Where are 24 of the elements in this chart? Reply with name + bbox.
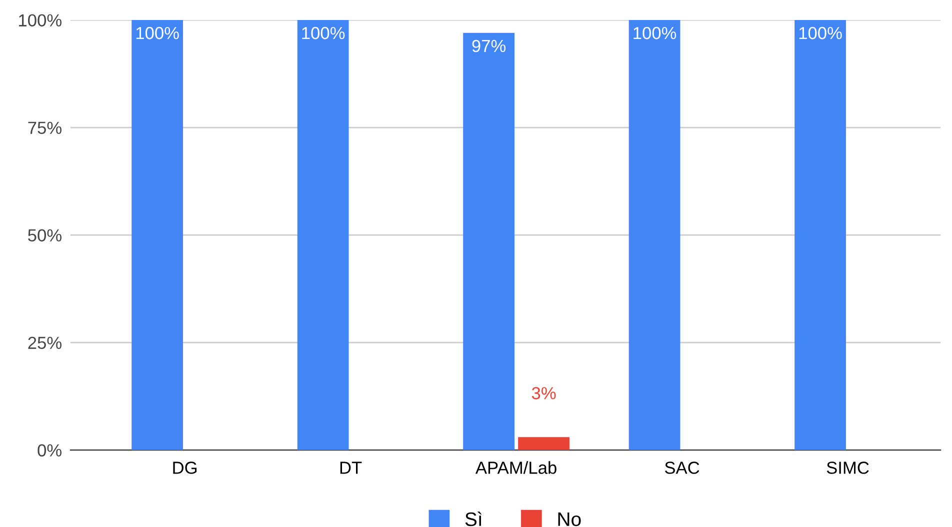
y-tick-label: 0% [38,444,62,457]
x-tick-label: SIMC [826,462,869,474]
bar [628,20,680,450]
bar [132,20,184,450]
data-label: 100% [799,26,842,40]
x-tick-label: APAM/Lab [475,461,556,474]
data-label: 100% [136,26,179,40]
bar [518,437,570,450]
legend-label: No [558,512,581,526]
data-label: 100% [302,26,345,40]
data-label: 3% [532,387,556,400]
y-tick-label: 50% [28,229,62,242]
x-tick-label: DT [340,462,362,474]
bar [297,20,349,450]
data-label: 100% [634,26,676,40]
bar [794,20,846,450]
data-label: 97% [472,40,506,52]
bar [463,32,514,450]
x-tick-label: SAC [664,462,700,474]
y-tick-label: 100% [19,14,62,26]
y-tick-label: 75% [28,122,62,134]
x-tick-label: DG [173,462,197,474]
y-tick-label: 25% [28,336,62,350]
legend-label: Sì [465,512,482,526]
